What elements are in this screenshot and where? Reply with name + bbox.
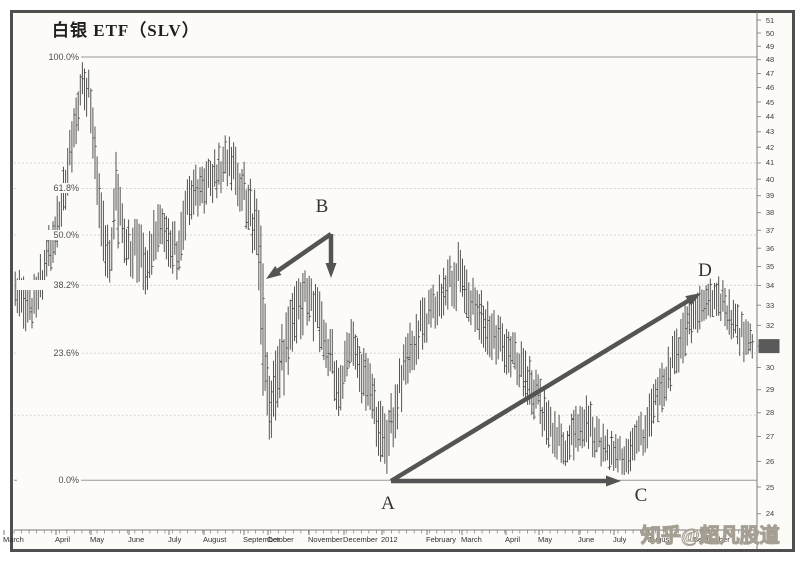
month-label: 2012 — [381, 535, 398, 544]
price-axis-label: 32 — [765, 320, 775, 330]
price-axis-label: 25 — [765, 482, 775, 492]
annotation-letter-d: D — [698, 260, 712, 281]
chart-line — [275, 232, 333, 274]
month-label: June — [128, 535, 145, 544]
chart-title: 白银 ETF（SLV） — [52, 21, 200, 40]
watermark: 知乎@超凡股道 — [641, 525, 781, 548]
price-axis-label: 51 — [765, 15, 775, 25]
month-label: April — [505, 535, 521, 544]
price-axis-label: 30 — [765, 363, 775, 373]
month-label: June — [578, 535, 595, 544]
month-label: May — [538, 535, 553, 544]
annotation-letter-a: A — [381, 493, 395, 514]
month-label: December — [343, 535, 378, 544]
price-axis-label: 48 — [765, 55, 775, 65]
price-axis-label: 41 — [765, 158, 775, 168]
month-label: July — [168, 535, 182, 544]
price-axis-label: 35 — [765, 262, 775, 272]
price-axis-label: 26 — [765, 456, 775, 466]
fib-level-label: 38.2% — [17, 280, 81, 291]
fib-level-label: 61.8% — [17, 183, 81, 194]
price-axis-label: 37 — [765, 225, 775, 235]
chart-line — [389, 297, 692, 483]
price-axis-label: 34 — [765, 281, 775, 291]
month-label: March — [461, 535, 482, 544]
price-axis-label: 29 — [765, 385, 775, 395]
price-axis-label: 36 — [765, 243, 775, 253]
month-label: September — [243, 535, 280, 544]
price-axis-label: 47 — [765, 69, 775, 79]
fib-level-label: 23.6% — [17, 348, 81, 359]
month-label: September — [693, 535, 730, 544]
price-axis-label: 33 — [765, 300, 775, 310]
price-axis-label: 50 — [765, 28, 775, 38]
fib-level-label: 100.0% — [17, 52, 81, 62]
annotation-letter-c: C — [634, 485, 648, 506]
month-label: April — [55, 535, 71, 544]
price-axis-label: 49 — [765, 41, 775, 51]
price-axis-label: 38 — [765, 208, 775, 218]
price-axis-label: 43 — [765, 127, 775, 137]
fib-level-label: 0.0% — [17, 475, 81, 486]
month-label: May — [90, 535, 105, 544]
month-label: July — [613, 535, 627, 544]
arrow-head — [685, 293, 701, 306]
month-label: March — [3, 535, 24, 544]
price-axis-label: 42 — [765, 142, 775, 152]
annotation-letter-b: B — [315, 196, 329, 217]
price-axis-label: 46 — [765, 83, 775, 93]
month-label: August — [648, 535, 672, 544]
arrow-head — [325, 263, 337, 278]
price-axis-label: 39 — [765, 191, 775, 201]
price-axis-label: 24 — [765, 509, 775, 519]
month-label: November — [308, 535, 343, 544]
month-label: February — [426, 535, 457, 544]
price-axis-label: 40 — [765, 174, 775, 184]
month-label: August — [203, 535, 227, 544]
price-axis-label: 44 — [765, 112, 775, 122]
arrow-head — [266, 265, 282, 279]
current-price-marker — [758, 339, 780, 354]
price-axis-label: 27 — [765, 432, 775, 442]
arrow-head — [606, 475, 621, 487]
month-label: October — [267, 535, 294, 544]
price-axis-label: 45 — [765, 97, 775, 107]
price-axis-label: 28 — [765, 408, 775, 418]
chart-frame — [10, 10, 795, 552]
fib-level-label: 50.0% — [17, 230, 81, 241]
